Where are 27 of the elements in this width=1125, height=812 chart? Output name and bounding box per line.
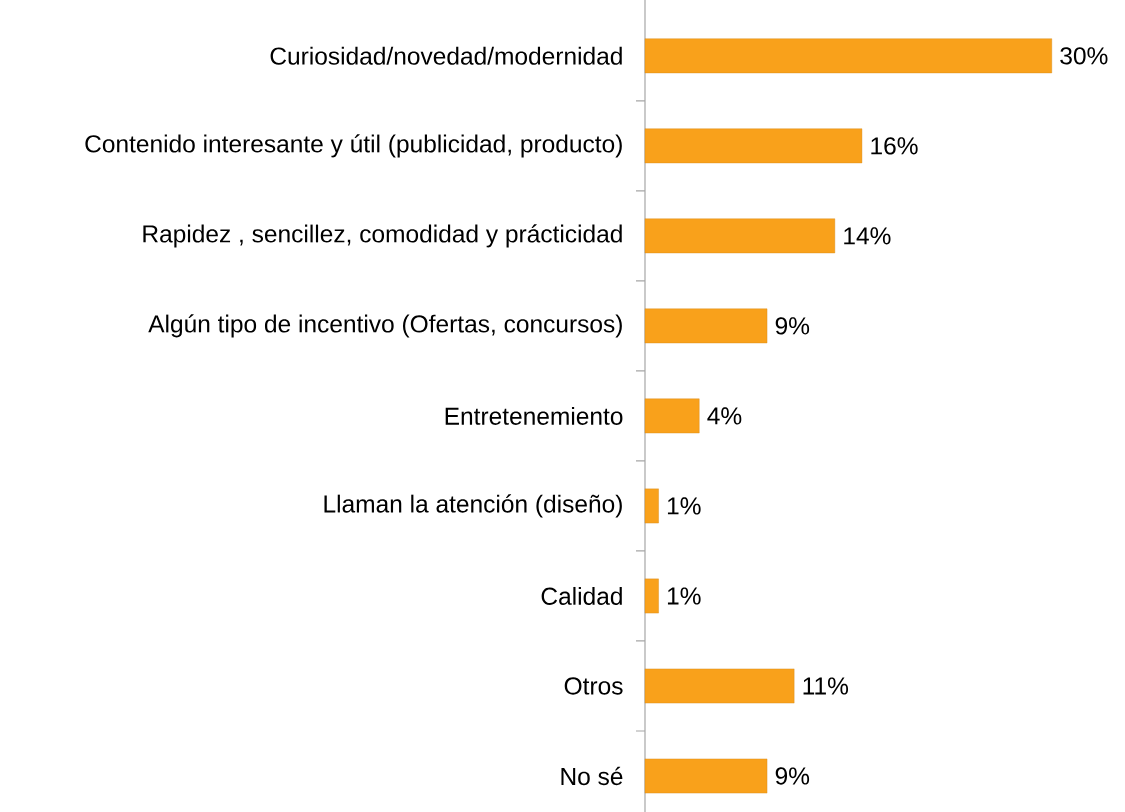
y-tick-label: Calidad xyxy=(541,586,622,605)
bar xyxy=(644,308,768,344)
y-tick-label: Entretenemiento xyxy=(445,406,623,425)
bar xyxy=(644,218,836,254)
bar xyxy=(644,758,768,794)
bar xyxy=(644,128,863,164)
bar xyxy=(644,398,700,434)
y-tick-label: Curiosidad/novedad/modernidad xyxy=(270,46,622,65)
data-label: 1% xyxy=(667,587,701,605)
bar xyxy=(644,38,1052,74)
data-label: 4% xyxy=(707,407,742,425)
data-label: 11% xyxy=(803,677,849,695)
data-label: 30% xyxy=(1060,47,1108,65)
y-tick-label: Contenido interesante y útil (publicidad, producto) xyxy=(85,134,622,158)
y-tick-label: No sé xyxy=(561,766,623,786)
y-tick-label: Rapidez , sencillez, comodidad y prácticidad xyxy=(143,224,622,248)
y-tick-label: Llaman la atención (diseño) xyxy=(324,494,622,518)
data-label: 1% xyxy=(667,497,701,515)
y-tick-label: Otros xyxy=(564,677,623,695)
bar xyxy=(644,668,795,704)
data-label: 16% xyxy=(871,137,918,155)
data-label: 9% xyxy=(775,767,810,785)
y-tick-label: Algún tipo de incentivo (Ofertas, concursos) xyxy=(148,314,622,338)
data-label: 9% xyxy=(775,317,810,335)
data-label: 14% xyxy=(844,227,891,245)
bar xyxy=(644,488,659,524)
bar xyxy=(644,578,659,614)
